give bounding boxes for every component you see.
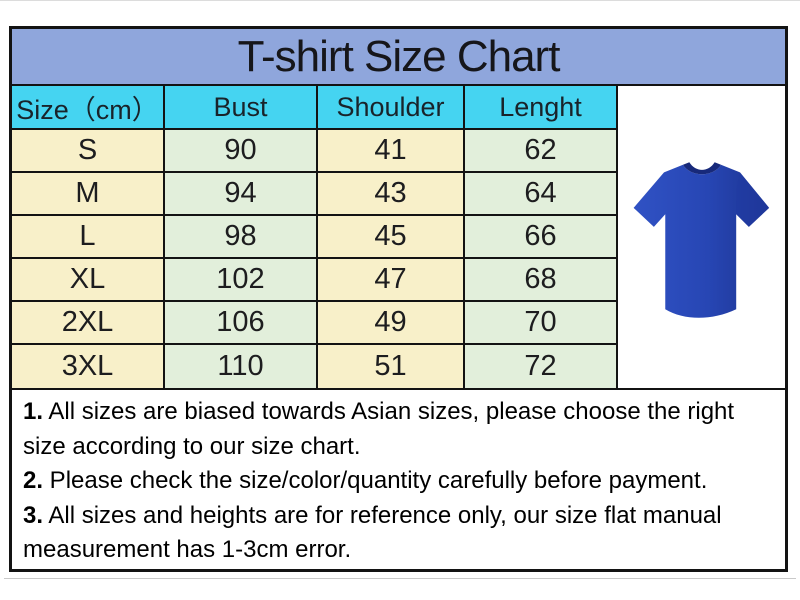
notes-section: 1. All sizes are biased towards Asian si… [12,390,785,569]
table-cell: 62 [465,130,618,173]
blue-tshirt-image [633,162,769,318]
table-cell: 70 [465,302,618,345]
table-cell: 98 [165,216,318,259]
title-bar: T-shirt Size Chart [12,29,785,86]
table-cell: 41 [318,130,465,173]
header-cell: Lenght [465,86,618,130]
bottom-divider-line [4,578,796,579]
table-cell: S [12,130,165,173]
table-cell: 72 [465,345,618,388]
note-line: 1. All sizes are biased towards Asian si… [23,395,774,464]
table-cell: 106 [165,302,318,345]
table-cell: 64 [465,173,618,216]
table-cell: 43 [318,173,465,216]
chart-title: T-shirt Size Chart [237,31,561,81]
size-table: Size（cm） Bust Shoulder Lenght S 90 41 62 M 94 43 64… [12,86,618,388]
table-cell: 45 [318,216,465,259]
size-chart-sheet: T-shirt Size Chart Size（cm） Bust Shoulder L… [9,26,788,572]
table-cell: L [12,216,165,259]
note-text: All sizes and heights are for reference … [23,501,722,564]
note-line: 3. All sizes and heights are for referen… [23,499,774,568]
header-cell: Bust [165,86,318,130]
table-cell: 51 [318,345,465,388]
table-and-image-row: Size（cm） Bust Shoulder Lenght S 90 41 62 M 94 43 64… [12,86,785,390]
table-cell: 2XL [12,302,165,345]
note-text: Please check the size/color/quantity car… [43,467,708,494]
table-cell: 49 [318,302,465,345]
product-image-panel [618,86,785,388]
note-line: 2. Please check the size/color/quantity … [23,464,774,499]
tshirt-collar [682,162,721,175]
table-cell: 110 [165,345,318,388]
note-number: 2. [23,467,44,494]
table-cell: XL [12,259,165,302]
tshirt-sleeve-shadow [735,172,769,227]
table-cell: 47 [318,259,465,302]
table-cell: 3XL [12,345,165,388]
tshirt-body [633,164,769,318]
note-number: 3. [23,501,44,529]
header-cell: Shoulder [318,86,465,130]
table-cell: M [12,173,165,216]
top-divider-line [0,0,800,1]
header-cell: Size（cm） [12,86,165,130]
table-cell: 66 [465,216,618,259]
note-number: 1. [23,398,44,425]
table-cell: 102 [165,259,318,302]
table-cell: 68 [465,259,618,302]
table-cell: 90 [165,130,318,173]
note-text: All sizes are biased towards Asian sizes… [23,398,735,460]
table-cell: 94 [165,173,318,216]
